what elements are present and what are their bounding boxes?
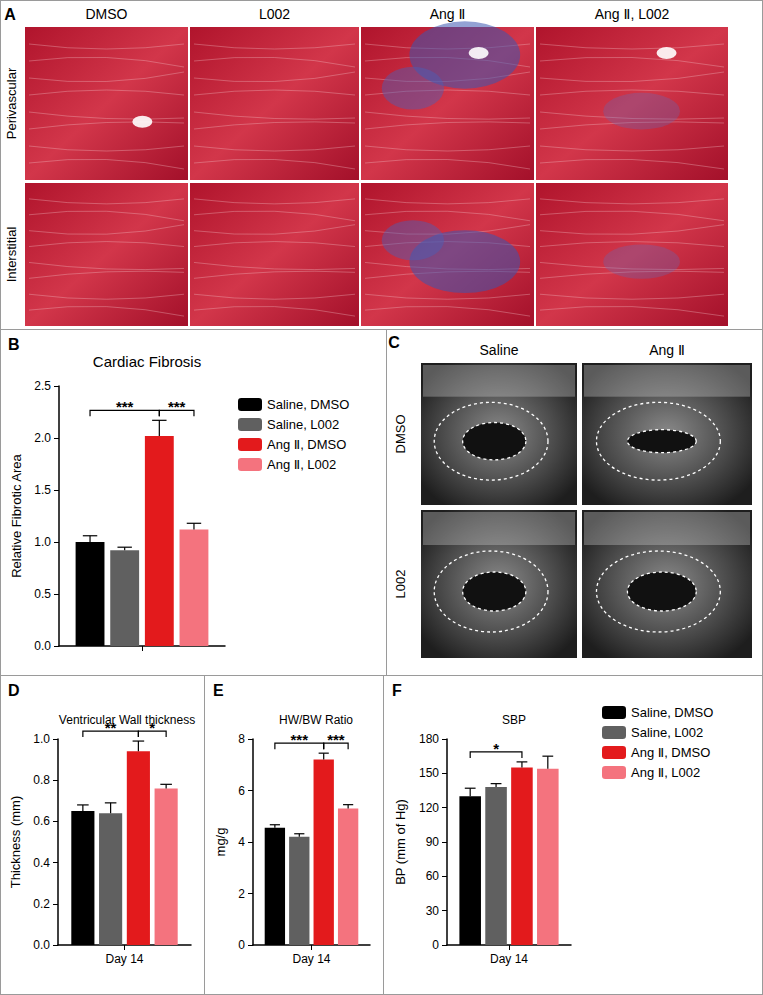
svg-text:1.0: 1.0 <box>33 732 50 746</box>
svg-text:8: 8 <box>238 732 245 746</box>
svg-text:0.8: 0.8 <box>33 773 50 787</box>
svg-text:BP (mm of Hg): BP (mm of Hg) <box>393 799 408 885</box>
svg-text:Day 14: Day 14 <box>292 952 330 966</box>
svg-text:Ang Ⅱ, DMSO: Ang Ⅱ, DMSO <box>267 437 346 452</box>
svg-text:Ventricular Wall thickness: Ventricular Wall thickness <box>59 713 195 727</box>
svg-text:***: *** <box>291 731 309 748</box>
svg-text:*: * <box>493 740 499 757</box>
svg-text:Ang Ⅱ, L002: Ang Ⅱ, L002 <box>595 6 670 22</box>
svg-text:2: 2 <box>238 887 245 901</box>
svg-text:60: 60 <box>426 869 440 883</box>
svg-text:Ang Ⅱ: Ang Ⅱ <box>430 6 466 22</box>
svg-text:Saline, L002: Saline, L002 <box>631 725 703 740</box>
svg-text:0.6: 0.6 <box>33 814 50 828</box>
svg-text:F: F <box>392 682 402 699</box>
svg-text:0: 0 <box>238 938 245 952</box>
svg-text:Saline: Saline <box>480 342 519 358</box>
svg-text:120: 120 <box>419 801 439 815</box>
svg-text:2.5: 2.5 <box>34 379 51 393</box>
svg-text:L002: L002 <box>259 6 290 22</box>
svg-text:Saline, DMSO: Saline, DMSO <box>631 705 713 720</box>
svg-text:D: D <box>8 682 20 699</box>
svg-text:Relative Fibrotic Area: Relative Fibrotic Area <box>9 453 24 577</box>
svg-text:150: 150 <box>419 766 439 780</box>
svg-text:1.0: 1.0 <box>34 535 51 549</box>
svg-text:0.5: 0.5 <box>34 587 51 601</box>
svg-text:E: E <box>213 682 224 699</box>
svg-text:HW/BW Ratio: HW/BW Ratio <box>279 713 353 727</box>
svg-text:Ang Ⅱ: Ang Ⅱ <box>649 342 685 358</box>
svg-text:0.4: 0.4 <box>33 856 50 870</box>
svg-text:90: 90 <box>426 835 440 849</box>
svg-text:0.2: 0.2 <box>33 897 50 911</box>
svg-text:Cardiac Fibrosis: Cardiac Fibrosis <box>93 353 201 370</box>
svg-text:Saline, L002: Saline, L002 <box>267 417 339 432</box>
svg-text:4: 4 <box>238 835 245 849</box>
svg-text:6: 6 <box>238 784 245 798</box>
svg-text:SBP: SBP <box>502 713 526 727</box>
svg-text:Day 14: Day 14 <box>490 952 528 966</box>
svg-text:1.5: 1.5 <box>34 483 51 497</box>
svg-text:0: 0 <box>432 938 439 952</box>
svg-text:2.0: 2.0 <box>34 431 51 445</box>
svg-text:180: 180 <box>419 732 439 746</box>
svg-text:Interstitial: Interstitial <box>4 227 19 283</box>
svg-text:***: *** <box>116 398 134 415</box>
svg-text:Saline, DMSO: Saline, DMSO <box>267 397 349 412</box>
svg-text:DMSO: DMSO <box>393 415 408 454</box>
svg-text:C: C <box>388 334 400 351</box>
svg-text:Ang Ⅱ, L002: Ang Ⅱ, L002 <box>631 765 700 780</box>
svg-text:B: B <box>8 336 20 353</box>
svg-text:L002: L002 <box>393 570 408 599</box>
svg-text:Ang Ⅱ, L002: Ang Ⅱ, L002 <box>267 457 336 472</box>
svg-text:Perivascular: Perivascular <box>4 67 19 139</box>
svg-text:mg/g: mg/g <box>213 828 228 857</box>
svg-text:30: 30 <box>426 904 440 918</box>
svg-text:0.0: 0.0 <box>34 639 51 653</box>
svg-text:Ang Ⅱ, DMSO: Ang Ⅱ, DMSO <box>631 745 710 760</box>
svg-text:A: A <box>4 6 16 23</box>
svg-text:***: *** <box>168 398 186 415</box>
svg-text:***: *** <box>327 731 345 748</box>
svg-text:0.0: 0.0 <box>33 938 50 952</box>
svg-text:Thickness (mm): Thickness (mm) <box>8 796 23 888</box>
svg-text:Day 14: Day 14 <box>105 952 143 966</box>
svg-text:DMSO: DMSO <box>86 6 128 22</box>
